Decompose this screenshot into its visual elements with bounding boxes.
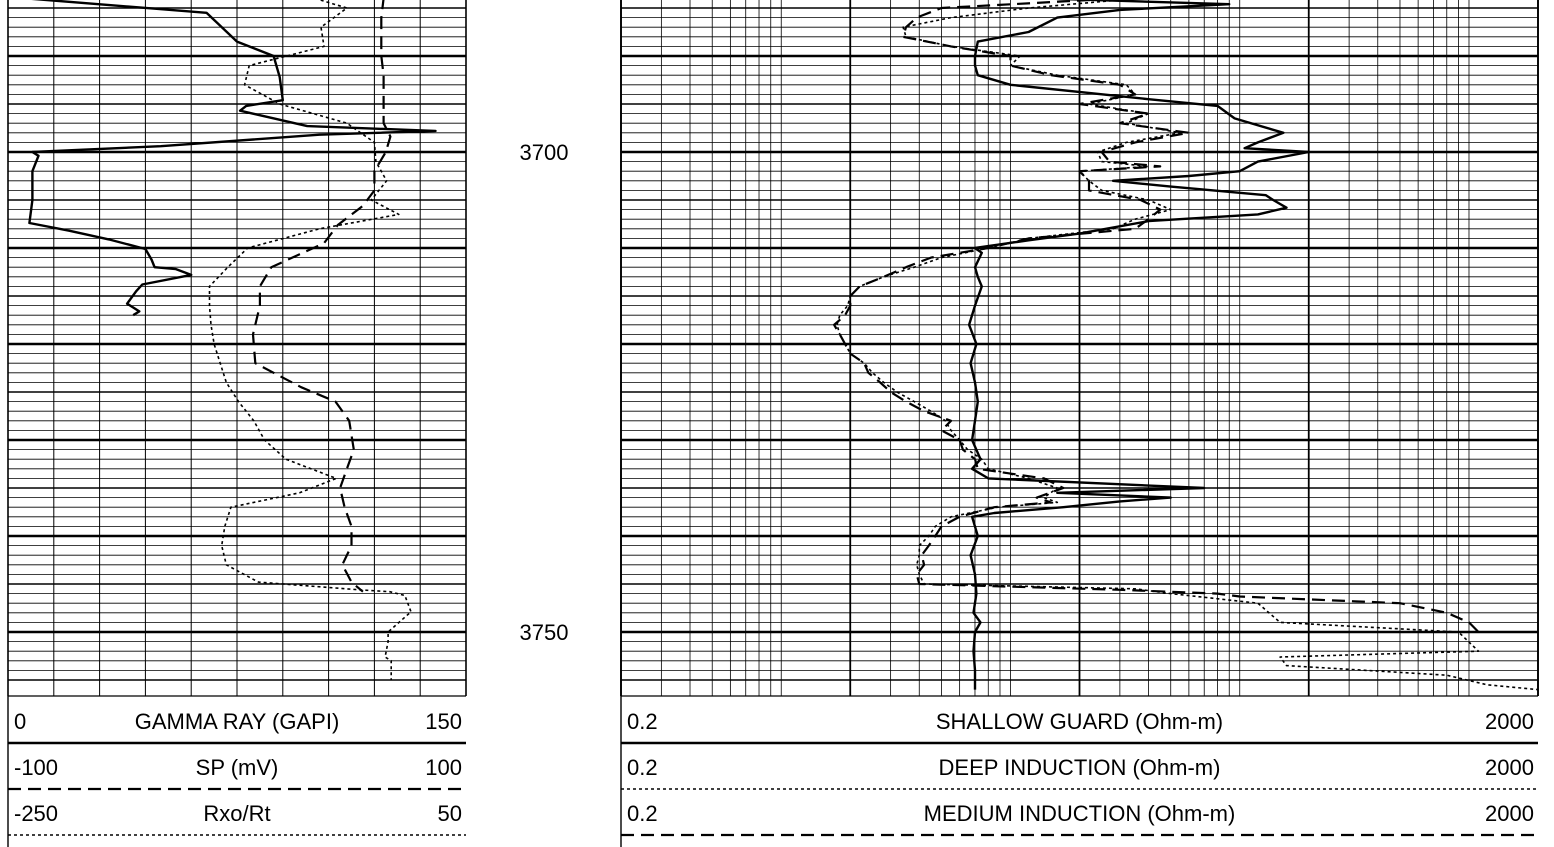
header-max-label: 2000: [1485, 709, 1534, 734]
header-curve-name: SHALLOW GUARD (Ohm-m): [936, 709, 1223, 734]
depth-label-3750: 3750: [520, 620, 569, 645]
curve-shallow-guard-ohm-m: [967, 0, 1311, 690]
curve-medium-induction-ohm-m: [832, 0, 1480, 633]
curve-sp-mv: [251, 0, 392, 593]
curve-gamma-ray-gapi: [28, 0, 437, 317]
curve-rxo-rt: [208, 0, 412, 680]
curve-deep-induction-ohm-m: [836, 0, 1539, 691]
track2-grid: [620, 0, 1539, 696]
header-min-label: 0.2: [627, 801, 658, 826]
header-curve-name: Rxo/Rt: [203, 801, 270, 826]
curves-layer: [28, 0, 1539, 691]
header-max-label: 100: [425, 755, 462, 780]
header-curve-name: DEEP INDUCTION (Ohm-m): [939, 755, 1221, 780]
header-curve-name: MEDIUM INDUCTION (Ohm-m): [924, 801, 1236, 826]
header-max-label: 150: [425, 709, 462, 734]
header-max-label: 50: [438, 801, 462, 826]
header-background: [0, 696, 1554, 847]
header-min-label: -250: [14, 801, 58, 826]
header-min-label: -100: [14, 755, 58, 780]
header-min-label: 0: [14, 709, 26, 734]
header-min-label: 0.2: [627, 709, 658, 734]
header-curve-name: SP (mV): [196, 755, 279, 780]
track1-grid: [7, 0, 467, 696]
header-min-label: 0.2: [627, 755, 658, 780]
header-curve-name: GAMMA RAY (GAPI): [135, 709, 340, 734]
log-header: 0 GAMMA RAY (GAPI) 150 -100 SP (mV) 100 -250 Rx…: [0, 695, 1554, 847]
header-max-label: 2000: [1485, 755, 1534, 780]
depth-label-3700: 3700: [520, 140, 569, 165]
header-max-label: 2000: [1485, 801, 1534, 826]
